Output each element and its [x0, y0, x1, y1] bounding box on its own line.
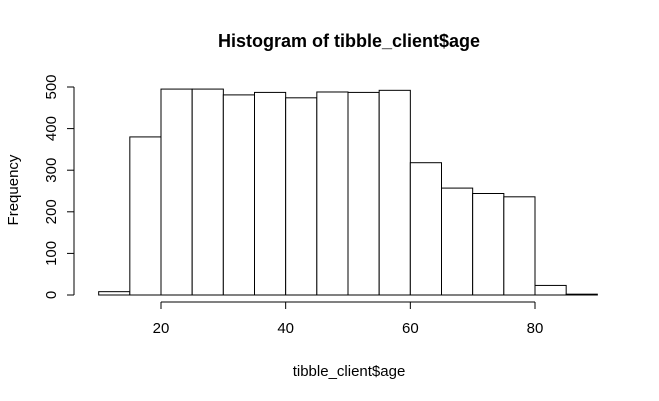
histogram-bar [222, 94, 256, 296]
y-tick-label: 200 [43, 199, 60, 224]
y-tick-label: 0 [43, 291, 60, 299]
histogram-bar [160, 88, 193, 296]
histogram-bar [316, 91, 349, 296]
histogram-bar [347, 91, 380, 296]
y-tick-label: 500 [43, 74, 60, 99]
y-tick-label: 300 [43, 158, 60, 183]
histogram-bar [378, 89, 411, 296]
histogram-bar [191, 88, 224, 296]
histogram-bar [503, 196, 536, 296]
x-tick-label: 20 [153, 320, 170, 337]
chart-title: Histogram of tibble_client$age [218, 31, 480, 51]
histogram-bar [472, 193, 505, 296]
y-axis-label: Frequency [5, 154, 22, 225]
x-axis: 20 40 60 80 [153, 301, 544, 337]
y-tick-label: 100 [43, 241, 60, 266]
x-axis-label: tibble_client$age [293, 363, 406, 380]
histogram-bar [98, 291, 131, 296]
y-axis: 0 100 200 300 400 500 [43, 74, 75, 299]
histogram-bar [565, 293, 598, 296]
histogram-bar [409, 162, 442, 296]
bars-group [98, 88, 598, 296]
x-tick-label: 60 [402, 320, 419, 337]
histogram-bar [534, 284, 567, 296]
x-tick-label: 40 [277, 320, 294, 337]
x-tick-label: 80 [527, 320, 544, 337]
y-tick-label: 400 [43, 116, 60, 141]
histogram-bar [254, 91, 287, 296]
histogram-bar [129, 136, 162, 296]
histogram-bar [285, 97, 318, 296]
histogram-bar [441, 187, 474, 296]
